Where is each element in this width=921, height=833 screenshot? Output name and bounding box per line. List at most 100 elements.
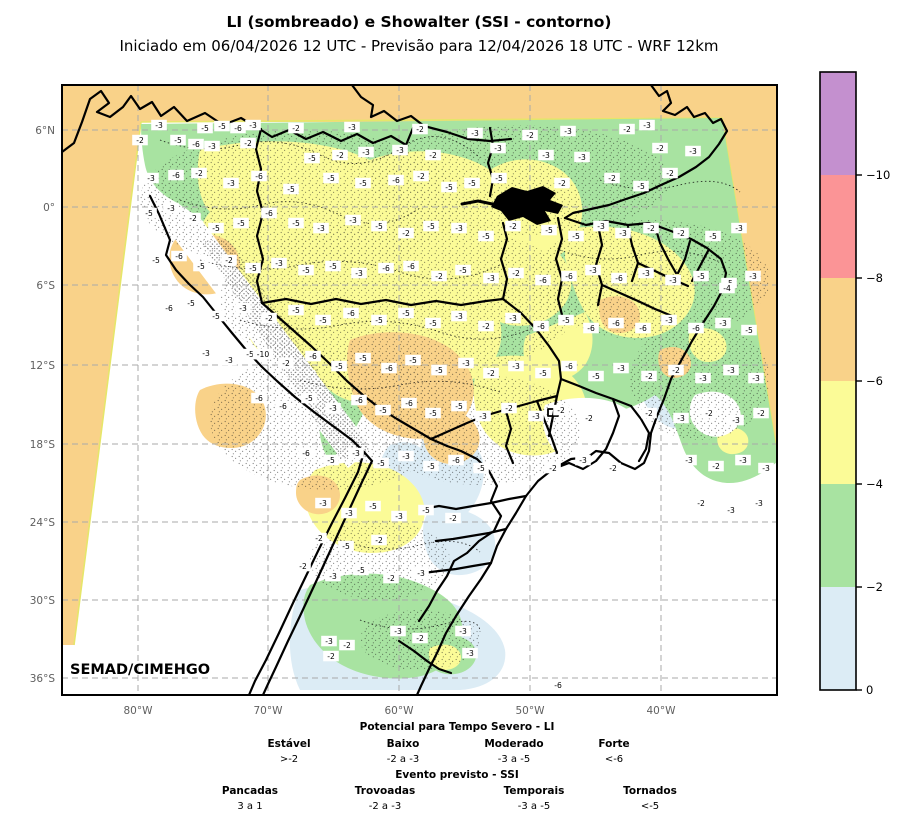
svg-text:-5: -5: [327, 456, 335, 465]
contour-label: -2: [191, 167, 207, 179]
svg-text:-3: -3: [227, 179, 235, 188]
svg-text:-3: -3: [619, 229, 627, 238]
svg-text:-2: -2: [375, 536, 383, 545]
contour-label: -2: [371, 534, 387, 546]
svg-text:-6: -6: [539, 276, 547, 285]
contour-label: -3: [475, 410, 491, 422]
contour-label: -5: [558, 314, 574, 326]
svg-text:-6: -6: [452, 456, 460, 465]
contour-label: -3: [673, 412, 689, 424]
x-tick-label: 60°W: [385, 705, 415, 717]
colorbar-tick-label: 0: [866, 683, 873, 697]
contour-label: -2: [445, 512, 461, 524]
svg-text:-2: -2: [429, 151, 437, 160]
svg-text:-5: -5: [427, 222, 435, 231]
svg-text:-2: -2: [697, 499, 705, 508]
svg-text:-5: -5: [562, 316, 570, 325]
contour-label: -10: [252, 348, 274, 360]
svg-text:-3: -3: [542, 151, 550, 160]
contour-label: -3: [390, 625, 406, 637]
svg-text:-3: -3: [479, 412, 487, 421]
svg-text:-5: -5: [455, 402, 463, 411]
svg-text:-5: -5: [292, 306, 300, 315]
svg-text:-6: -6: [407, 262, 415, 271]
contour-label: -5: [208, 310, 224, 322]
contour-label: -5: [283, 183, 299, 195]
svg-text:-2: -2: [482, 322, 490, 331]
contour-label: -5: [323, 454, 339, 466]
svg-text:-3: -3: [512, 362, 520, 371]
contour-label: -2: [753, 407, 769, 419]
svg-text:-3: -3: [348, 123, 356, 132]
contour-label: -2: [412, 123, 428, 135]
contour-label: -6: [251, 392, 267, 404]
legend-category-label: Tornados: [623, 785, 677, 797]
svg-text:-6: -6: [265, 209, 273, 218]
x-tick-label: 40°W: [647, 705, 677, 717]
contour-label: -2: [221, 254, 237, 266]
contour-label: -5: [208, 222, 224, 234]
x-tick-label: 50°W: [516, 705, 546, 717]
svg-text:-6: -6: [309, 352, 317, 361]
svg-text:-3: -3: [471, 129, 479, 138]
contour-label: -5: [568, 230, 584, 242]
contour-label: -5: [441, 181, 457, 193]
svg-text:-2: -2: [343, 641, 351, 650]
contour-label: -2: [652, 142, 668, 154]
contour-label: -5: [425, 407, 441, 419]
svg-text:-3: -3: [494, 144, 502, 153]
svg-text:-5: -5: [409, 356, 417, 365]
contour-label: -5: [331, 360, 347, 372]
svg-text:-5: -5: [357, 566, 365, 575]
contour-label: -5: [365, 500, 381, 512]
colorbar-segment: [820, 381, 856, 484]
contour-label: -3: [748, 372, 764, 384]
contour-label: -3: [685, 145, 701, 157]
contour-label: -2: [553, 404, 569, 416]
contour-label: -5: [455, 264, 471, 276]
figure-title: LI (sombreado) e Showalter (SSI - contor…: [227, 13, 612, 31]
svg-text:-2: -2: [549, 464, 557, 473]
legend-category-value: -3 a -5: [498, 754, 530, 765]
contour-label: -2: [413, 170, 429, 182]
contour-label: -3: [585, 264, 601, 276]
svg-text:-5: -5: [201, 124, 209, 133]
contour-label: -5: [170, 134, 186, 146]
contour-label: -5: [423, 460, 439, 472]
amazon-delta: [491, 186, 563, 225]
svg-text:-6: -6: [172, 171, 180, 180]
svg-text:-5: -5: [329, 262, 337, 271]
contour-label: -3: [223, 177, 239, 189]
contour-label: -3: [325, 402, 341, 414]
svg-text:-3: -3: [755, 499, 763, 508]
legend-category-label: Pancadas: [222, 785, 278, 797]
contour-label: -6: [635, 322, 651, 334]
svg-text:-2: -2: [265, 314, 273, 323]
contour-label: -3: [731, 222, 747, 234]
contour-label: -3: [235, 302, 251, 314]
svg-text:-2: -2: [666, 169, 674, 178]
contour-label: -2: [581, 412, 597, 424]
svg-text:-5: -5: [187, 299, 195, 308]
contour-label: -3: [560, 125, 576, 137]
svg-text:-2: -2: [244, 139, 252, 148]
contour-label: -2: [483, 367, 499, 379]
contour-label: -6: [188, 138, 204, 150]
svg-text:-3: -3: [597, 222, 605, 231]
svg-text:-6: -6: [565, 272, 573, 281]
contour-label: -3: [735, 454, 751, 466]
legend-header: Evento previsto - SSI: [395, 769, 518, 781]
legend-category-value: >-2: [280, 754, 298, 765]
svg-text:-3: -3: [665, 316, 673, 325]
contour-label: -2: [643, 222, 659, 234]
contour-label: -6: [343, 307, 359, 319]
contour-label: -3: [163, 202, 179, 214]
svg-text:-5: -5: [369, 502, 377, 511]
contour-label: -5: [193, 260, 209, 272]
svg-text:-10: -10: [257, 350, 270, 359]
svg-text:-3: -3: [329, 572, 337, 581]
contour-label: -6: [448, 454, 464, 466]
svg-text:-3: -3: [669, 276, 677, 285]
contour-label: -6: [305, 350, 321, 362]
